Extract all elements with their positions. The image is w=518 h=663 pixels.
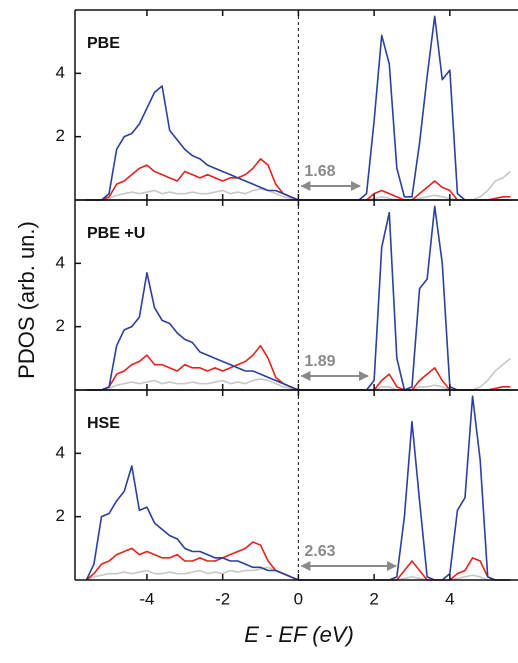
y-tick-label: 2 (56, 126, 65, 145)
y-tick-label: 4 (56, 443, 65, 462)
x-tick-label: 4 (445, 589, 454, 608)
y-tick-label: 2 (56, 506, 65, 525)
x-tick-label: 2 (369, 589, 378, 608)
y-axis-label: PDOS (arb. un.) (14, 221, 39, 379)
gap-label: 1.89 (304, 353, 335, 370)
panel-label: PBE +U (87, 225, 145, 242)
x-tick-label: -4 (139, 589, 154, 608)
y-tick-label: 4 (56, 253, 65, 272)
panel-label: HSE (87, 415, 120, 432)
gap-label: 1.68 (304, 163, 335, 180)
x-axis-label: E - EF (eV) (244, 622, 354, 647)
y-tick-label: 2 (56, 316, 65, 335)
panel-label: PBE (87, 35, 120, 52)
y-tick-label: 4 (56, 63, 65, 82)
gap-label: 2.63 (304, 543, 335, 560)
x-tick-label: 0 (294, 589, 303, 608)
x-tick-label: -2 (215, 589, 230, 608)
